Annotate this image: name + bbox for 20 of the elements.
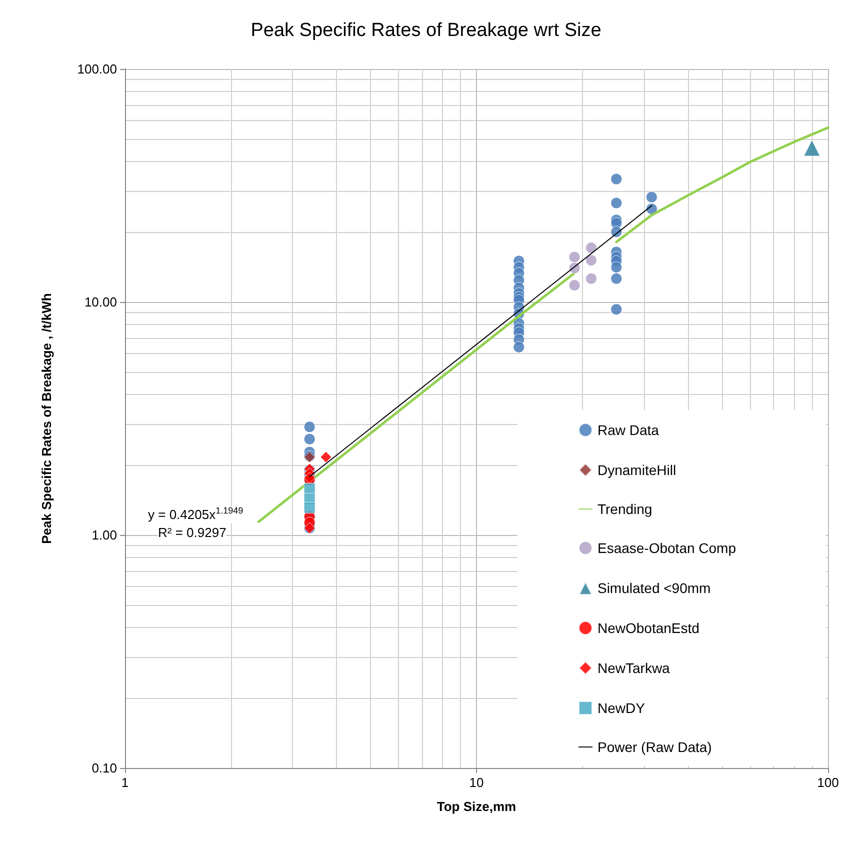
legend-label: DynamiteHill [597, 462, 676, 478]
legend-label: Simulated <90mm [597, 580, 711, 596]
annotation: R² = 0.9297 [158, 525, 226, 540]
x-axis-title: Top Size,mm [436, 799, 516, 814]
x-tick-label: 100 [817, 775, 839, 790]
y-tick-label: 0.10 [92, 760, 117, 776]
chart-title: Peak Specific Rates of Breakage wrt Size [250, 20, 602, 41]
y-tick-label: 10.00 [84, 294, 117, 310]
legend-label: NewObotanEstd [597, 620, 700, 636]
legend-label: NewTarkwa [597, 660, 670, 676]
y-axis-title: Peak Specific Rates of Breakage , /t/kWh [39, 293, 54, 544]
legend-label: Raw Data [597, 422, 660, 438]
legend-label: Esaase-Obotan Comp [597, 540, 736, 556]
legend-label: NewDY [597, 700, 646, 716]
y-tick-label: 100.00 [77, 62, 117, 76]
x-tick-label: 10 [469, 775, 484, 790]
legend-label: Power (Raw Data) [597, 739, 712, 755]
y-tick-label: 1.00 [92, 528, 117, 542]
legend-label: Trending [597, 501, 652, 517]
x-tick-label: 1 [121, 775, 129, 790]
